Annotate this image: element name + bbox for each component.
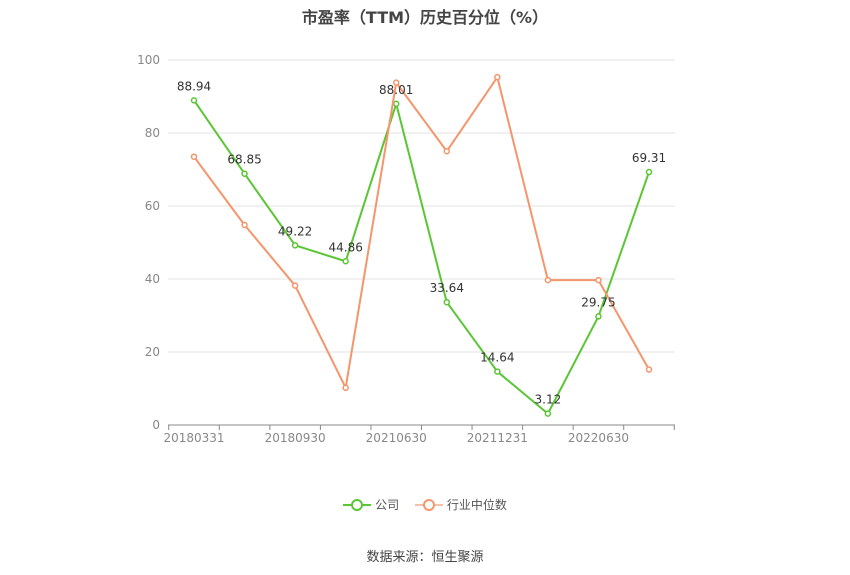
data-label: 69.31 xyxy=(632,151,666,165)
series-0-point xyxy=(443,298,451,306)
series-line-1 xyxy=(193,76,650,389)
y-tick-label: 40 xyxy=(145,272,160,286)
legend-label-industry-median: 行业中位数 xyxy=(446,498,507,512)
data-label: 14.64 xyxy=(480,351,514,365)
data-label: 3.12 xyxy=(535,393,562,407)
series-1-point xyxy=(342,384,349,392)
legend-swatch-company-icon xyxy=(343,498,372,512)
series-0-point xyxy=(241,170,248,177)
data-label: 49.22 xyxy=(278,224,312,238)
source-note: 数据来源：恒生聚源 xyxy=(366,550,484,565)
y-tick-label: 20 xyxy=(145,345,160,359)
chart-title: 市盈率（TTM）历史百分位（%） xyxy=(301,8,549,27)
y-tick-label: 60 xyxy=(145,199,160,213)
series-0-point xyxy=(645,168,653,176)
data-label: 29.75 xyxy=(581,295,615,309)
y-tick-label: 80 xyxy=(145,126,160,140)
series-1-point xyxy=(291,282,299,289)
legend-item-industry-median[interactable]: 行业中位数 xyxy=(414,496,507,513)
series-1-point xyxy=(190,153,198,160)
series-0-point xyxy=(190,97,198,104)
axes: 0 20 40 60 80 100 20180331 20180930 20210630 2021… xyxy=(137,53,675,445)
data-label: 88.94 xyxy=(177,79,211,93)
series-1-point xyxy=(494,73,501,81)
legend: 公司 行业中位数 xyxy=(0,496,850,515)
series-0-point xyxy=(392,100,400,108)
series-lines xyxy=(190,73,653,417)
series-0-point xyxy=(544,410,552,417)
data-label: 33.64 xyxy=(430,281,464,295)
data-label: 44.86 xyxy=(328,240,362,254)
legend-label-company: 公司 xyxy=(375,498,400,512)
legend-item-company[interactable]: 公司 xyxy=(343,496,399,513)
series-line-0 xyxy=(193,99,650,415)
x-tick-label: 20220630 xyxy=(568,431,629,445)
series-1-point xyxy=(392,79,400,86)
y-tick-label: 100 xyxy=(137,53,160,67)
x-tick-label: 20180331 xyxy=(163,431,224,445)
legend-swatch-industry-icon xyxy=(414,498,443,512)
series-1-point xyxy=(443,148,451,155)
series-0-point xyxy=(494,368,501,375)
series-0-point xyxy=(291,242,299,249)
x-tick-label: 20211231 xyxy=(467,431,528,445)
x-tick-label: 20180930 xyxy=(265,431,326,445)
data-label: 68.85 xyxy=(227,153,261,167)
y-tick-label: 0 xyxy=(152,418,160,432)
series-0-point xyxy=(595,313,602,320)
series-0-point xyxy=(342,258,349,265)
data-label: 88.01 xyxy=(379,83,413,97)
series-1-point xyxy=(595,276,602,284)
series-1-point xyxy=(241,221,248,229)
x-tick-label: 20210630 xyxy=(366,431,427,445)
data-labels: 88.94 68.85 49.22 44.86 88.01 33.64 14.64 3.12 2… xyxy=(177,79,666,406)
series-1-point xyxy=(645,366,653,373)
series-1-point xyxy=(544,276,552,284)
